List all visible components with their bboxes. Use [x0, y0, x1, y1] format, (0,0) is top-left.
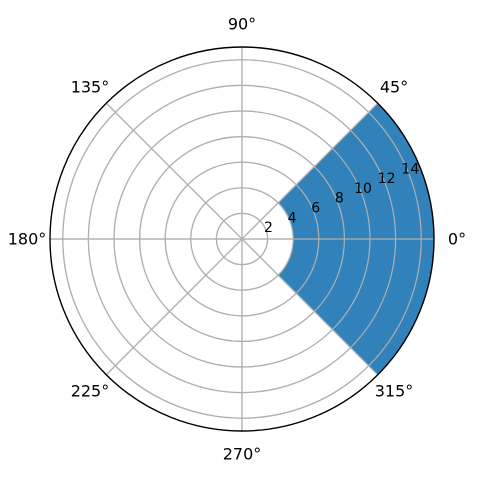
angle-tick-label-270: 270°	[223, 445, 262, 464]
radial-tick-label-4: 4	[288, 210, 297, 226]
angle-tick-label-0: 0°	[448, 230, 466, 249]
angular-gridline-overlay-45	[241, 102, 379, 240]
angle-tick-label-225: 225°	[71, 382, 110, 401]
angle-tick-labels: 0° 45° 90° 135° 180° 225° 270° 315°	[8, 15, 466, 464]
radial-tick-label-8: 8	[335, 191, 344, 207]
angular-gridline-overlay-225	[105, 238, 243, 376]
angle-tick-label-90: 90°	[228, 15, 256, 34]
angle-tick-label-45: 45°	[380, 77, 408, 96]
radial-tick-label-14: 14	[401, 161, 419, 177]
angular-gridline-overlay-135	[105, 102, 243, 240]
angle-tick-label-135: 135°	[71, 77, 110, 96]
polar-frame	[49, 46, 435, 432]
radial-tick-label-6: 6	[311, 200, 320, 216]
radial-tick-label-10: 10	[354, 181, 372, 197]
bar-layer	[50, 47, 434, 431]
angle-tick-label-180: 180°	[8, 230, 47, 249]
radial-tick-label-12: 12	[378, 171, 396, 187]
angle-tick-label-315: 315°	[375, 382, 414, 401]
radial-tick-label-2: 2	[264, 220, 273, 236]
frame-layer	[49, 46, 435, 432]
angular-gridline-overlay-315	[241, 238, 379, 376]
